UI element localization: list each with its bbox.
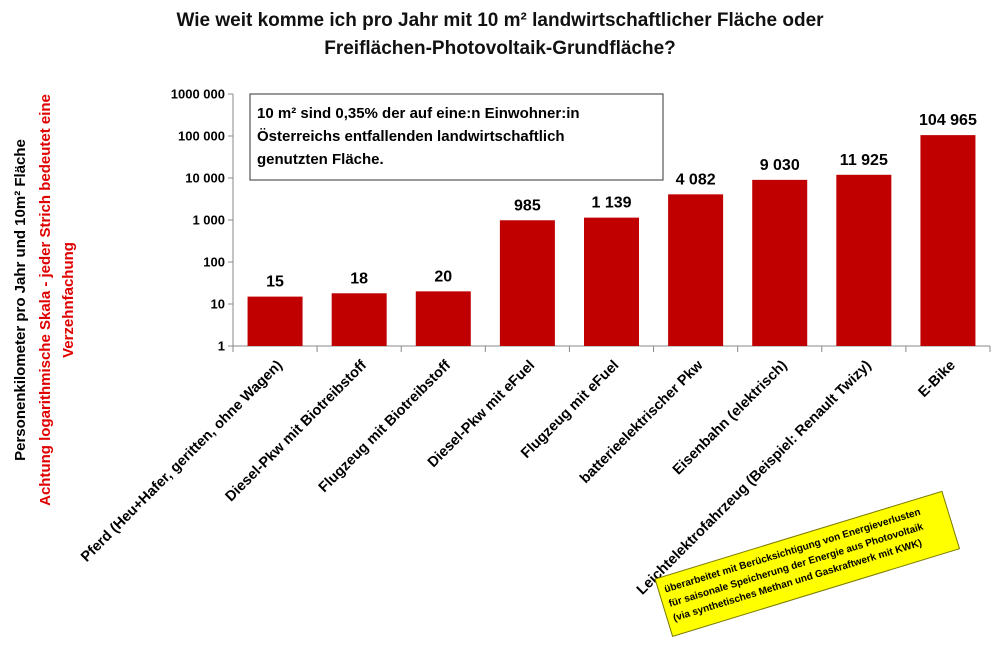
annotation-line-3: genutzten Fläche.	[257, 151, 384, 168]
sticky-note-background	[654, 490, 961, 638]
annotation-box: 10 m² sind 0,35% der auf eine:n Einwohne…	[249, 93, 664, 181]
y-tick-label: 100	[203, 255, 225, 270]
data-label: 11 925	[840, 152, 888, 169]
y-axis-title: Personenkilometer pro Jahr und 10m² Fläc…	[12, 94, 77, 506]
bar	[415, 291, 471, 346]
data-label: 104 965	[919, 112, 977, 129]
bar	[584, 217, 639, 346]
data-label: 4 082	[676, 171, 716, 188]
y-axis-ticks: 1 10 100 1 000 10 000 100 000 1000 000	[171, 87, 233, 354]
bar	[247, 296, 303, 346]
data-label: 9 030	[760, 157, 800, 174]
sticky-note: überarbeitet mit Berücksichtigung von En…	[654, 490, 961, 638]
data-label: 15	[266, 274, 284, 291]
chart-title-line-2: Freiflächen-Photovoltaik-Grundfläche?	[324, 38, 676, 59]
data-label: 20	[434, 268, 452, 285]
bar	[752, 179, 808, 346]
y-tick-label: 1 000	[192, 213, 225, 228]
y-tick-label: 1000 000	[171, 87, 225, 102]
bars	[247, 135, 976, 346]
bar	[668, 194, 724, 346]
data-labels: 15 18 20 985 1 139 4 082 9 030 11 925 104 965	[266, 112, 977, 290]
y-axis-title-line-2: Achtung logarithmische Skala - jeder Str…	[37, 94, 54, 506]
y-axis-title-line-3: Verzehnfachung	[60, 242, 77, 358]
bar	[331, 293, 387, 346]
y-tick-label: 10 000	[185, 171, 225, 186]
y-tick-label: 10	[211, 297, 225, 312]
x-tick-label: Flugzeug mit Biotreibstoff	[316, 357, 454, 495]
bar	[836, 174, 892, 346]
bar	[920, 135, 976, 346]
chart-title: Wie weit komme ich pro Jahr mit 10 m² la…	[176, 10, 824, 59]
annotation-line-2: Österreichs entfallenden landwirtschaftl…	[257, 128, 565, 145]
data-label: 985	[514, 197, 541, 214]
x-tick-label: E-Bike	[916, 358, 959, 401]
bar	[499, 220, 555, 346]
data-label: 18	[350, 270, 368, 287]
y-axis-title-line-1: Personenkilometer pro Jahr und 10m² Fläc…	[12, 139, 29, 461]
data-label: 1 139	[591, 195, 631, 212]
y-tick-label: 100 000	[178, 129, 225, 144]
x-tick-label: Diesel-Pkw mit Biotreibstoff	[223, 357, 371, 505]
annotation-box-frame	[249, 93, 664, 181]
annotation-line-1: 10 m² sind 0,35% der auf eine:n Einwohne…	[257, 105, 580, 122]
chart-title-line-1: Wie weit komme ich pro Jahr mit 10 m² la…	[176, 10, 824, 31]
y-tick-label: 1	[218, 339, 225, 354]
